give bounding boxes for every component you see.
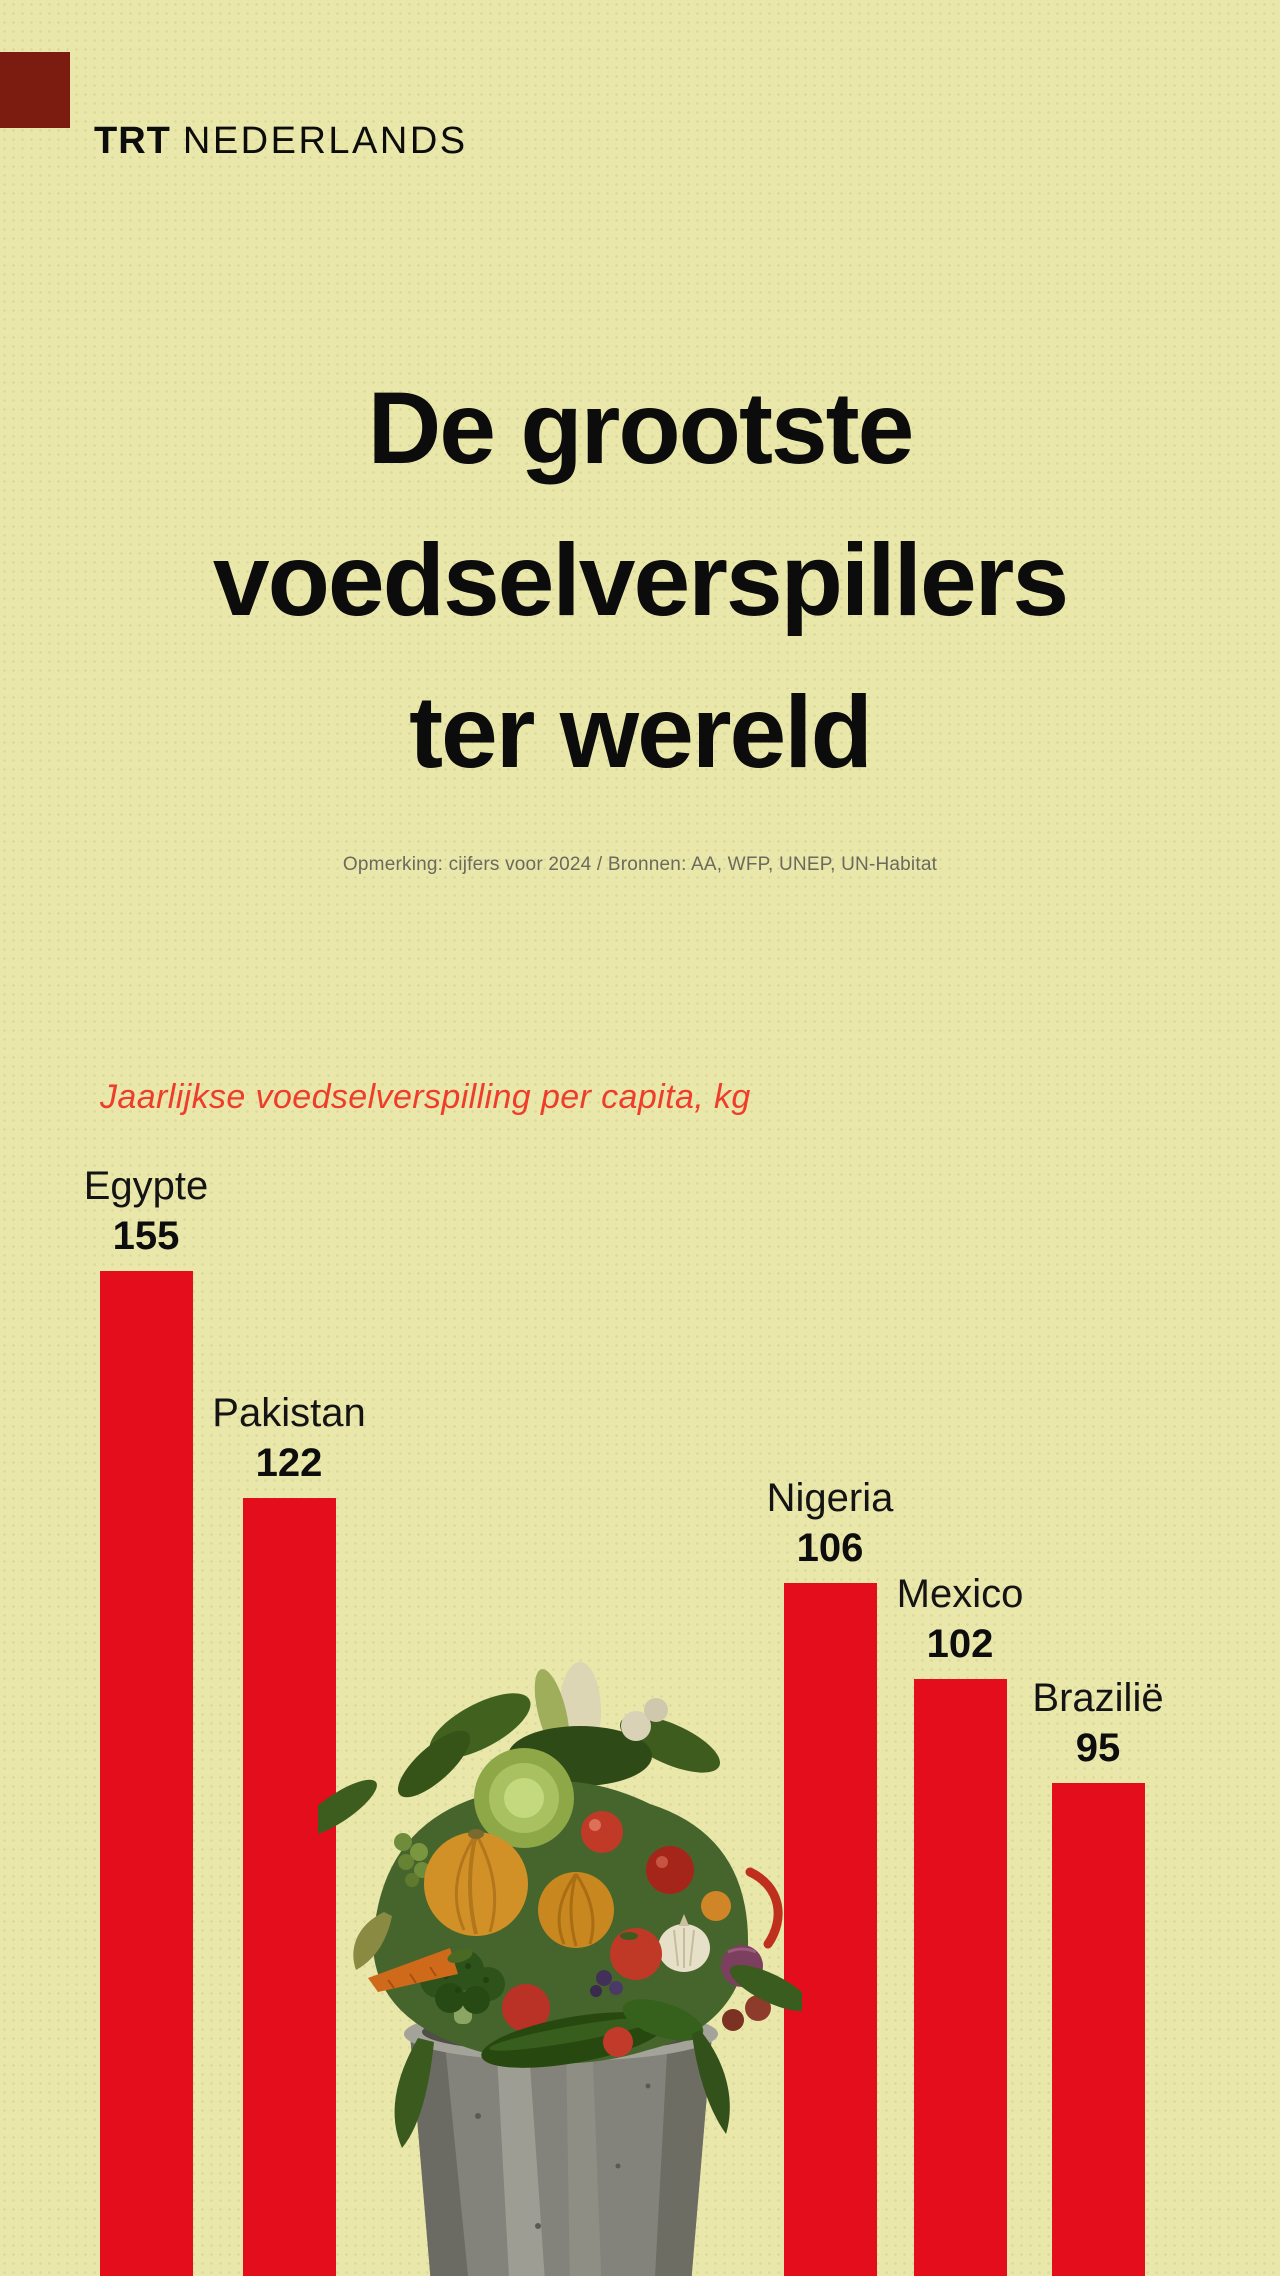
bar-category-label: Egypte bbox=[83, 1164, 209, 1208]
brand-logo-trt: TRT bbox=[94, 120, 171, 162]
bar-value-label: 155 bbox=[112, 1214, 180, 1258]
bar-group-brazilie: Brazilië 95 bbox=[1023, 1673, 1173, 2276]
bar-nigeria bbox=[783, 1583, 877, 2276]
source-note: Opmerking: cijfers voor 2024 / Bronnen: … bbox=[342, 854, 938, 875]
bar-category-label: Mexico bbox=[896, 1572, 1024, 1616]
bar-egypte bbox=[99, 1271, 193, 2276]
bar-value-label: 122 bbox=[255, 1441, 323, 1485]
bar-category-label: Pakistan bbox=[212, 1391, 366, 1435]
bar-pakistan bbox=[242, 1498, 336, 2276]
bar-category-label: Nigeria bbox=[766, 1476, 894, 1520]
chart-title: Jaarlijkse voedselverspilling per capita… bbox=[100, 1078, 751, 1116]
vegetable-pile-icon bbox=[318, 1662, 802, 2148]
food-waste-illustration bbox=[318, 1662, 802, 2276]
bar-value-label: 95 bbox=[1075, 1726, 1121, 1770]
page-title-line-1: De grootste bbox=[367, 371, 915, 485]
bar-group-nigeria: Nigeria 106 bbox=[755, 1473, 905, 2276]
corner-accent-block bbox=[0, 52, 70, 128]
bar-mexico bbox=[913, 1679, 1007, 2276]
bar-group-mexico: Mexico 102 bbox=[885, 1569, 1035, 2276]
bar-group-egypte: Egypte 155 bbox=[71, 1161, 221, 2276]
page-title-line-3: ter wereld bbox=[409, 675, 873, 789]
page-title: De grootste voedselverspillers ter werel… bbox=[0, 352, 1280, 808]
bar-group-pakistan: Pakistan 122 bbox=[212, 1388, 366, 2276]
bar-brazilie bbox=[1051, 1783, 1145, 2276]
bar-value-label: 102 bbox=[926, 1622, 994, 1666]
page-title-line-2: voedselverspillers bbox=[212, 523, 1069, 637]
bar-category-label: Brazilië bbox=[1032, 1676, 1164, 1720]
brand-logo-name: NEDERLANDS bbox=[182, 120, 468, 162]
brand-logo: TRT NEDERLANDS bbox=[94, 120, 468, 163]
bar-value-label: 106 bbox=[796, 1526, 864, 1570]
